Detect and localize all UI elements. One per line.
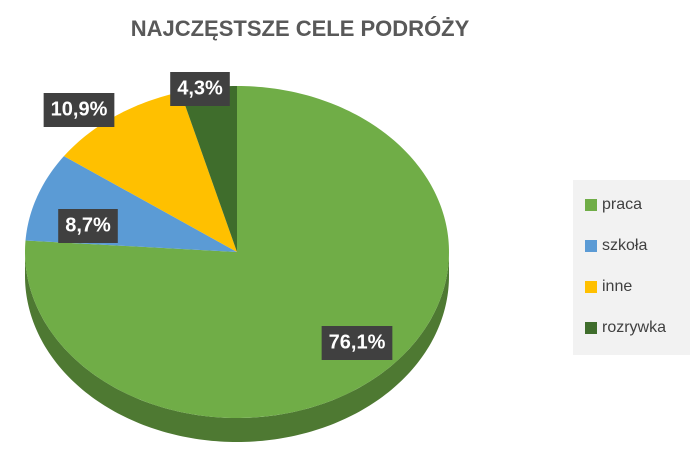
slice (180, 86, 237, 252)
legend-swatch (585, 322, 597, 334)
data-label-box (43, 93, 115, 127)
legend-label: szkoła (602, 237, 647, 254)
data-label: 8,7% (65, 214, 111, 236)
data-label: 10,9% (51, 98, 108, 120)
legend-swatch (585, 240, 597, 252)
legend-swatch (585, 199, 597, 211)
legend-label: praca (602, 196, 642, 213)
chart-title: NAJCZĘSTSZE CELE PODRÓŻY (131, 16, 470, 41)
data-label: 4,3% (177, 77, 223, 99)
data-label: 76,1% (329, 331, 386, 353)
legend-label: inne (602, 278, 632, 295)
legend-swatch (585, 281, 597, 293)
data-label-box (58, 209, 118, 243)
legend-label: rozrywka (602, 319, 666, 336)
slice (63, 92, 237, 252)
data-label-box (321, 326, 393, 360)
data-label-box (170, 72, 230, 106)
